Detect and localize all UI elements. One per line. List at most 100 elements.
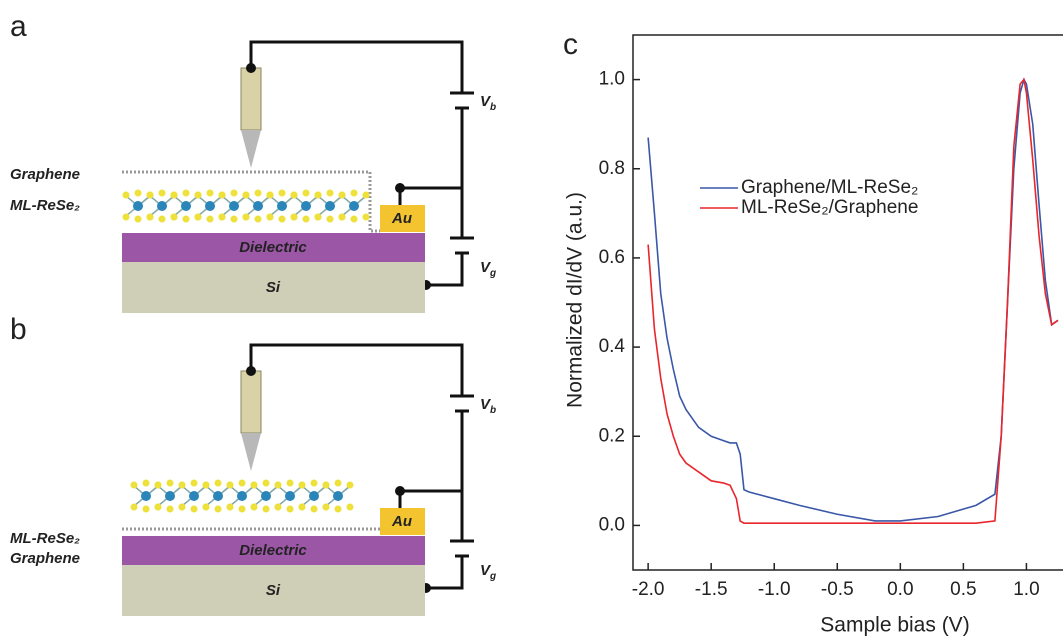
y-tick-label: 0.0: [599, 514, 625, 535]
panel-letter: b: [10, 313, 27, 346]
voltage-symbol: V: [480, 562, 492, 579]
x-axis-title: Sample bias (V): [820, 614, 969, 637]
layer-label: ML-ReSe₂: [10, 197, 80, 214]
se-atom: [178, 503, 186, 511]
se-atom: [310, 505, 318, 513]
se-atom: [338, 191, 346, 199]
x-tick-label: -1.5: [695, 579, 728, 600]
data-line: [647, 77, 1059, 522]
dielectric-label: Dielectric: [239, 239, 307, 256]
se-atom: [242, 213, 250, 221]
voltage-label: Vb: [480, 396, 496, 416]
se-atom: [350, 189, 358, 197]
re-atom: [181, 201, 191, 211]
se-atom: [206, 215, 214, 223]
se-atom: [202, 481, 210, 489]
se-atom: [146, 191, 154, 199]
re-atom: [157, 201, 167, 211]
re-atom: [261, 491, 271, 501]
tip-cone: [241, 130, 261, 168]
wire: [249, 40, 464, 93]
layer-label: ML-ReSe₂: [10, 530, 80, 547]
dielectric: [122, 233, 425, 262]
se-atom: [286, 479, 294, 487]
contact-label: Au: [391, 210, 412, 227]
se-atom: [334, 479, 342, 487]
se-atom: [122, 191, 130, 199]
se-atom: [326, 189, 334, 197]
se-atom: [250, 503, 258, 511]
se-atom: [274, 503, 282, 511]
se-atom: [250, 481, 258, 489]
se-atom: [158, 215, 166, 223]
se-atom: [314, 191, 322, 199]
se-atom: [242, 191, 250, 199]
wire: [398, 186, 462, 205]
x-tick-label: 0.0: [887, 579, 913, 600]
voltage-subscript: g: [489, 268, 496, 279]
se-atom: [206, 189, 214, 197]
se-atom: [266, 191, 274, 199]
se-atom: [302, 215, 310, 223]
se-atom: [314, 213, 322, 221]
se-atom: [298, 481, 306, 489]
tip-body: [240, 370, 262, 434]
tip-body: [240, 67, 262, 131]
y-tick-label: 0.2: [599, 425, 625, 446]
se-atom: [182, 215, 190, 223]
se-atom: [202, 503, 210, 511]
se-atom: [146, 213, 154, 221]
se-atom: [134, 189, 142, 197]
substrate: [122, 262, 425, 313]
x-tick-label: 1.0: [1013, 579, 1039, 600]
wire: [398, 489, 462, 508]
panel-letter: a: [10, 10, 27, 43]
dielectric-label: Dielectric: [239, 542, 307, 559]
se-atom: [254, 215, 262, 223]
se-atom: [362, 213, 370, 221]
re-atom: [213, 491, 223, 501]
se-atom: [310, 479, 318, 487]
wire: [249, 343, 464, 396]
se-atom: [334, 505, 342, 513]
se-atom: [226, 503, 234, 511]
wire: [426, 556, 464, 590]
wire-node: [246, 366, 256, 376]
se-atom: [278, 189, 286, 197]
se-atom: [134, 215, 142, 223]
contact-label: Au: [391, 513, 412, 530]
dielectric: [122, 536, 425, 565]
layer-label: Graphene: [10, 550, 80, 567]
x-tick-label: -2.0: [632, 579, 665, 600]
se-atom: [194, 191, 202, 199]
se-atom: [238, 505, 246, 513]
re-atom: [165, 491, 175, 501]
wire-node: [395, 183, 405, 193]
se-atom: [350, 215, 358, 223]
y-tick-label: 0.4: [599, 336, 626, 357]
se-atom: [290, 213, 298, 221]
se-atom: [274, 481, 282, 489]
se-atom: [158, 189, 166, 197]
se-atom: [290, 191, 298, 199]
layer-label: Graphene: [10, 166, 80, 183]
se-atom: [322, 503, 330, 511]
voltage-symbol: V: [480, 259, 492, 276]
re-atom: [237, 491, 247, 501]
y-tick-label: 0.6: [599, 247, 625, 268]
se-atom: [130, 503, 138, 511]
se-atom: [326, 215, 334, 223]
tip-cone: [241, 433, 261, 471]
y-tick-label: 0.8: [599, 158, 625, 179]
se-atom: [302, 189, 310, 197]
se-atom: [218, 213, 226, 221]
se-atom: [338, 213, 346, 221]
re-atom: [301, 201, 311, 211]
gold-contact: [380, 508, 425, 535]
plot-frame: [632, 34, 1063, 571]
se-atom: [346, 481, 354, 489]
voltage-symbol: V: [480, 396, 492, 413]
se-atom: [322, 481, 330, 489]
